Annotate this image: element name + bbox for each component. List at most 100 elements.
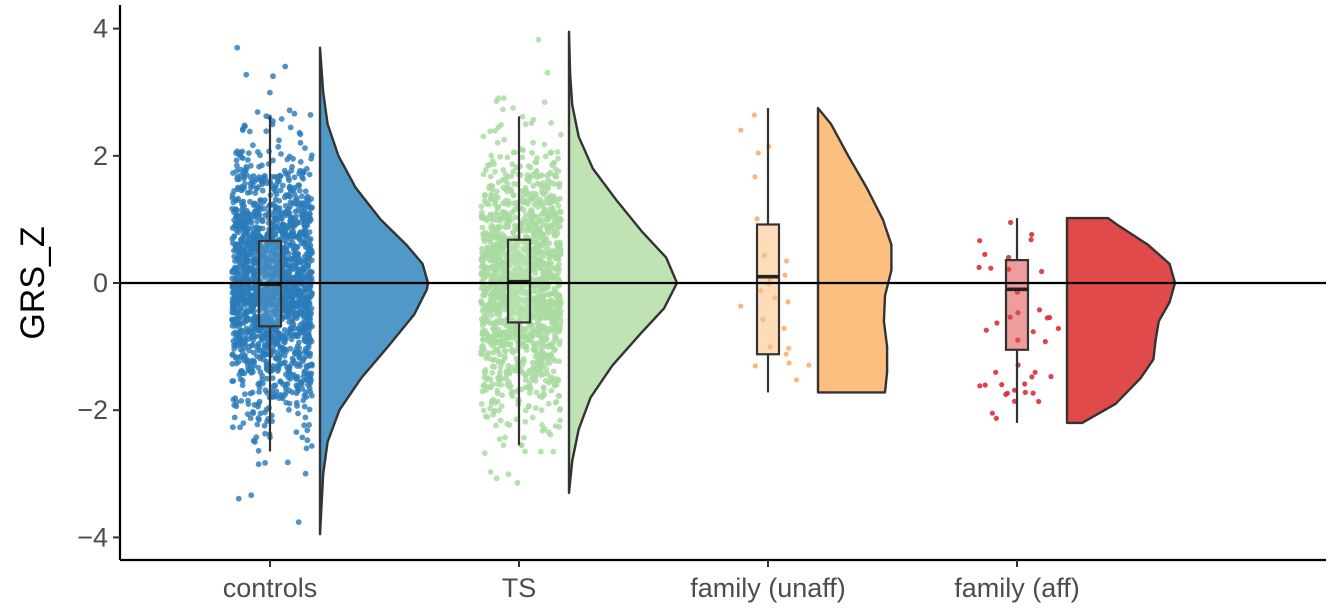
- data-point: [531, 342, 538, 349]
- data-point: [495, 95, 502, 102]
- data-point: [536, 293, 543, 299]
- data-point: [255, 149, 261, 155]
- y-axis-ticks: −4 −2 0 2 4: [77, 14, 120, 552]
- data-point: [504, 154, 511, 161]
- data-point: [543, 365, 550, 372]
- data-point: [522, 418, 529, 425]
- data-point: [254, 109, 261, 115]
- data-point: [245, 343, 252, 350]
- data-point: [482, 302, 489, 309]
- data-point: [255, 347, 261, 353]
- data-point: [496, 258, 503, 265]
- data-point: [555, 202, 562, 209]
- data-point: [493, 210, 500, 216]
- data-point: [976, 264, 982, 270]
- data-point: [521, 358, 527, 365]
- data-point: [292, 243, 298, 249]
- data-point: [281, 327, 288, 333]
- data-point: [237, 376, 244, 383]
- data-point: [286, 406, 292, 413]
- data-point: [264, 375, 270, 382]
- data-point: [307, 323, 313, 330]
- data-point: [231, 253, 238, 260]
- data-point: [541, 343, 548, 350]
- data-point: [285, 193, 292, 200]
- data-point: [306, 353, 313, 359]
- data-point: [502, 434, 508, 441]
- data-point: [288, 188, 295, 194]
- data-point: [522, 121, 529, 127]
- data-point: [552, 331, 559, 338]
- data-point: [783, 258, 790, 264]
- data-point: [535, 213, 542, 220]
- data-point: [238, 239, 245, 246]
- data-point: [532, 159, 539, 166]
- data-point: [536, 284, 543, 291]
- data-point: [234, 299, 241, 306]
- data-point: [243, 163, 250, 170]
- data-point: [229, 282, 236, 289]
- data-point: [300, 168, 306, 175]
- data-point: [541, 141, 548, 148]
- data-point: [497, 417, 504, 424]
- data-point: [530, 139, 536, 146]
- data-point: [241, 249, 247, 256]
- data-point: [781, 325, 787, 332]
- data-point: [277, 173, 284, 180]
- data-point: [521, 434, 527, 441]
- data-point: [302, 470, 309, 477]
- data-point: [478, 203, 485, 210]
- data-point: [260, 199, 266, 206]
- data-point: [551, 285, 558, 292]
- data-point: [782, 272, 788, 278]
- data-point: [751, 112, 757, 118]
- data-point: [303, 394, 310, 400]
- data-point: [513, 347, 520, 354]
- data-point: [252, 439, 258, 445]
- data-point: [793, 377, 800, 383]
- data-point: [530, 116, 537, 123]
- data-point: [496, 246, 503, 253]
- data-point: [276, 137, 282, 144]
- data-point: [485, 268, 491, 275]
- data-point: [541, 286, 548, 293]
- data-point: [500, 167, 507, 173]
- data-point: [492, 356, 498, 363]
- data-point: [243, 207, 250, 214]
- data-point: [299, 174, 305, 180]
- data-point: [252, 240, 258, 247]
- data-point: [481, 238, 488, 245]
- data-point: [301, 222, 308, 228]
- data-point: [555, 181, 562, 187]
- data-point: [292, 350, 298, 357]
- data-point: [508, 390, 515, 397]
- data-point: [502, 320, 509, 327]
- data-point: [238, 263, 245, 270]
- data-point: [481, 374, 488, 381]
- data-point: [512, 214, 519, 221]
- data-point: [529, 195, 536, 202]
- data-point: [518, 442, 525, 448]
- data-point: [282, 63, 289, 70]
- data-point: [243, 71, 250, 78]
- data-point: [250, 252, 256, 259]
- data-point: [512, 224, 519, 231]
- data-point: [487, 300, 494, 307]
- data-point: [487, 469, 494, 475]
- data-point: [519, 192, 526, 199]
- data-point: [263, 333, 270, 340]
- data-point: [248, 245, 255, 251]
- data-point: [487, 376, 494, 383]
- data-point: [481, 263, 488, 270]
- data-point: [556, 276, 562, 283]
- data-point: [295, 410, 301, 417]
- data-point: [247, 415, 254, 422]
- data-point: [544, 69, 551, 76]
- data-point: [543, 237, 550, 243]
- data-point: [529, 359, 536, 366]
- data-point: [554, 376, 561, 383]
- data-point: [306, 406, 313, 413]
- data-point: [534, 360, 541, 366]
- data-point: [493, 253, 500, 260]
- data-point: [509, 161, 516, 168]
